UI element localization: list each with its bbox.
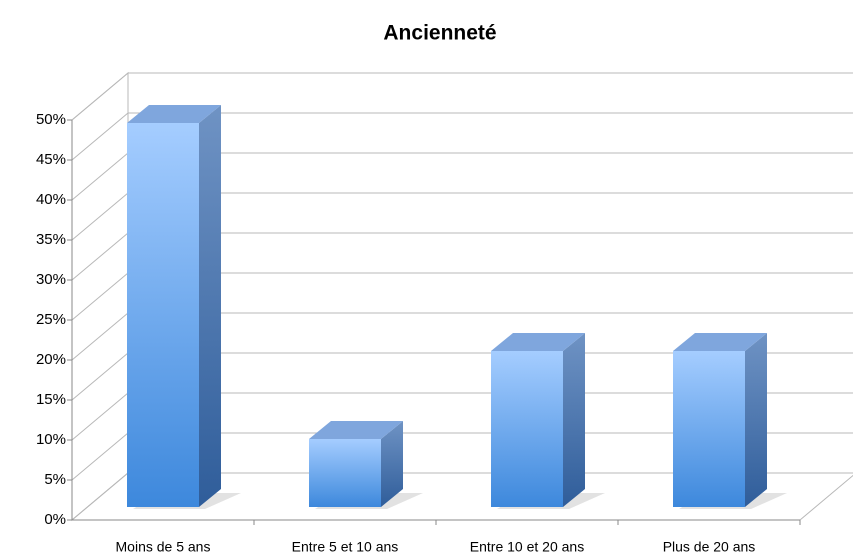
x-tick-label: Entre 10 et 20 ans [470,539,584,555]
y-tick-label: 45% [36,151,66,168]
grid-line [71,72,853,121]
x-tick-label: Moins de 5 ans [116,539,211,555]
y-tick-label: 20% [36,351,66,368]
y-tick-label: 25% [36,311,66,328]
bar [491,351,563,507]
y-tick-label: 50% [36,111,66,128]
bar-side [563,333,585,507]
bar [127,123,199,507]
y-tick-label: 0% [44,511,66,528]
y-tick-label: 5% [44,471,66,488]
bar-side [199,105,221,507]
grid-line [71,112,853,161]
bar-top [673,333,767,351]
bar-side [745,333,767,507]
bar [673,351,745,507]
y-tick-label: 10% [36,431,66,448]
x-tick-label: Entre 5 et 10 ans [292,539,399,555]
y-tick-label: 15% [36,391,66,408]
chart-title: Ancienneté [383,22,496,45]
bar-side [381,421,403,507]
y-tick-label: 30% [36,271,66,288]
y-tick-label: 35% [36,231,66,248]
x-tick-label: Plus de 20 ans [663,539,756,555]
bar-top [127,105,221,123]
bar-top [309,421,403,439]
bar [309,439,381,507]
bar-top [491,333,585,351]
y-tick-label: 40% [36,191,66,208]
